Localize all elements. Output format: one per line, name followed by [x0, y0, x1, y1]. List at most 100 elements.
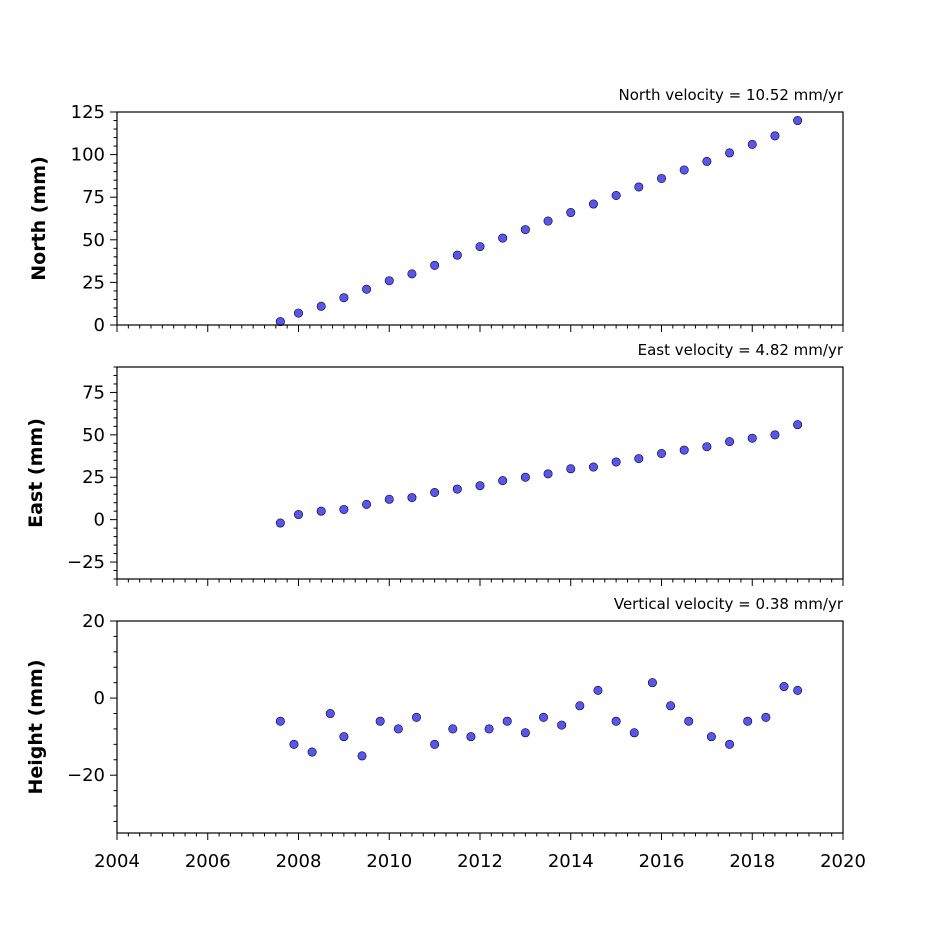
height-data-point [557, 720, 567, 730]
height-data-point [466, 732, 476, 742]
east-data-point [475, 481, 485, 491]
height-data-point [706, 732, 716, 742]
height-velocity-title: Vertical velocity = 0.38 mm/yr [614, 595, 844, 613]
north-data-point [293, 308, 303, 318]
height-data-point [520, 728, 530, 738]
height-data-point [484, 724, 494, 734]
height-x-tick-label: 2012 [457, 851, 503, 872]
north-y-tick-label: 25 [82, 272, 105, 293]
north-data-point [543, 216, 553, 226]
east-data-point [725, 437, 735, 447]
north-data-point [275, 317, 285, 327]
north-y-tick-label: 50 [82, 230, 105, 251]
height-data-point [743, 716, 753, 726]
north-ticks: 0 25 50 75 100 125 [71, 102, 844, 336]
east-axes-frame [116, 366, 844, 580]
height-data-point [593, 685, 603, 695]
height-data-point [448, 724, 458, 734]
height-data-point [430, 739, 440, 749]
east-data-point [588, 462, 598, 472]
north-data-point [339, 293, 349, 303]
north-data-point [747, 139, 757, 149]
east-data-point [793, 420, 803, 430]
north-data-point [679, 165, 689, 175]
east-data-point [498, 476, 508, 486]
north-data-point [430, 260, 440, 270]
east-data-point [566, 464, 576, 474]
east-data-point [543, 469, 553, 479]
height-axes-frame [116, 620, 844, 834]
north-data-point [588, 199, 598, 209]
east-y-tick-label: 50 [82, 425, 105, 446]
height-data-point [666, 701, 676, 711]
height-ticks: 2004 2006 2008 2010 2012 2014 2016 2018 2020 −20 0… [67, 611, 866, 872]
east-data-point [634, 454, 644, 464]
height-data-point [539, 712, 549, 722]
height-y-tick-label: −20 [67, 765, 105, 786]
north-panel: 0 25 50 75 100 125 North velocity = 10.52 mm/… [28, 86, 844, 336]
height-x-tick-label: 2014 [548, 851, 594, 872]
north-data-point [452, 250, 462, 260]
height-y-axis-label: Height (mm) [25, 659, 47, 794]
north-data-point [656, 173, 666, 183]
height-data-point [761, 712, 771, 722]
east-data-point [362, 499, 372, 509]
height-x-tick-label: 2010 [366, 851, 412, 872]
east-data-point [384, 494, 394, 504]
north-data-point [362, 284, 372, 294]
north-data-point [407, 269, 417, 279]
height-data-point [575, 701, 585, 711]
north-data-point [316, 301, 326, 311]
north-data-point [498, 233, 508, 243]
north-data-point [520, 225, 530, 235]
east-y-axis-label: East (mm) [25, 418, 47, 528]
height-data-point [779, 682, 789, 692]
height-points [275, 678, 803, 761]
height-data-point [275, 716, 285, 726]
height-data-point [611, 716, 621, 726]
north-data-point [566, 208, 576, 218]
east-points [275, 420, 803, 528]
height-data-point [502, 716, 512, 726]
east-data-point [316, 506, 326, 516]
east-data-point [702, 442, 712, 452]
north-y-tick-label: 0 [94, 315, 105, 336]
north-y-tick-label: 75 [82, 187, 105, 208]
height-x-tick-label: 2016 [639, 851, 685, 872]
east-panel: −25 0 25 50 75 East velocity = 4.82 mm/yr Ea… [25, 341, 844, 586]
north-axes-frame [116, 111, 844, 326]
height-x-tick-label: 2006 [185, 851, 231, 872]
east-velocity-title: East velocity = 4.82 mm/yr [638, 341, 844, 359]
east-y-tick-label: −25 [67, 552, 105, 573]
east-data-point [679, 445, 689, 455]
height-data-point [393, 724, 403, 734]
east-ticks: −25 0 25 50 75 [67, 366, 844, 586]
height-data-point [375, 716, 385, 726]
north-data-point [725, 148, 735, 158]
north-y-tick-label: 100 [71, 145, 105, 166]
east-data-point [275, 518, 285, 528]
height-x-tick-label: 2008 [276, 851, 322, 872]
height-data-point [307, 747, 317, 757]
height-x-tick-label: 2018 [729, 851, 775, 872]
east-y-tick-label: 25 [82, 467, 105, 488]
height-data-point [629, 728, 639, 738]
north-data-point [611, 191, 621, 201]
east-data-point [747, 433, 757, 443]
east-data-point [430, 487, 440, 497]
height-data-point [647, 678, 657, 688]
east-data-point [293, 510, 303, 520]
height-y-tick-label: 20 [82, 611, 105, 632]
north-velocity-title: North velocity = 10.52 mm/yr [619, 86, 844, 104]
east-data-point [452, 484, 462, 494]
height-panel: 2004 2006 2008 2010 2012 2014 2016 2018 2020 −20 0… [25, 595, 866, 872]
east-y-tick-label: 0 [94, 510, 105, 531]
north-data-point [475, 242, 485, 252]
north-data-point [634, 182, 644, 192]
east-data-point [520, 472, 530, 482]
east-data-point [407, 493, 417, 503]
north-y-tick-label: 125 [71, 102, 105, 123]
height-data-point [325, 709, 335, 719]
height-data-point [357, 751, 367, 761]
